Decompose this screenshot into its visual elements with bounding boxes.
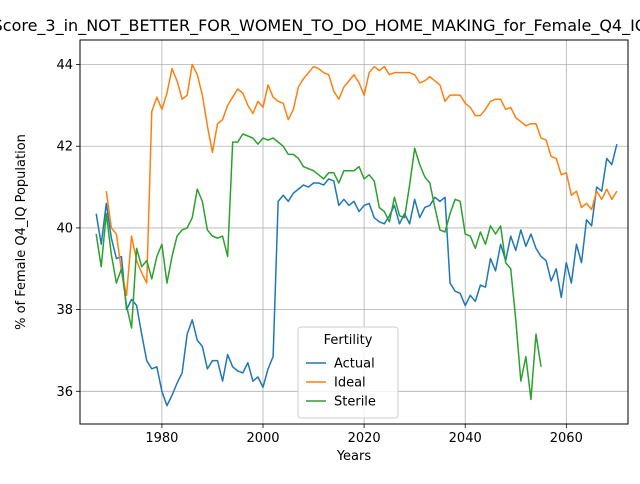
legend-label-ideal: Ideal: [334, 376, 366, 391]
plot-frame: [79, 39, 629, 425]
y-tick-label: 36: [56, 385, 73, 400]
legend-label-sterile: Sterile: [334, 395, 376, 410]
legend-box: [297, 326, 399, 419]
x-axis: 1980 2000 2020 2040 2060: [145, 424, 583, 446]
chart-title: Score_3_in_NOT_BETTER_FOR_WOMEN_TO_DO_HO…: [0, 16, 640, 36]
y-tick-label: 42: [56, 140, 73, 155]
y-axis-label: % of Female Q4_IQ Population: [14, 134, 29, 330]
x-tick-label: 2020: [348, 431, 381, 446]
y-tick-label: 44: [56, 58, 73, 73]
series-line-sterile: [95, 133, 542, 401]
x-tick-label: 2000: [246, 431, 279, 446]
series-lines: [95, 63, 618, 407]
series-line-actual: [95, 143, 618, 407]
series-line-ideal: [105, 63, 618, 297]
x-tick-label: 2040: [449, 431, 482, 446]
y-tick-label: 40: [56, 221, 73, 236]
legend: Fertility Actual Ideal Sterile: [297, 326, 399, 419]
x-tick-label: 1980: [145, 431, 178, 446]
x-axis-label: Years: [336, 449, 372, 464]
legend-label-actual: Actual: [334, 357, 375, 372]
y-axis: 36 38 40 42 44: [56, 58, 80, 400]
legend-items: Actual Ideal Sterile: [306, 357, 376, 410]
y-tick-label: 38: [56, 303, 73, 318]
legend-title: Fertility: [324, 333, 373, 348]
x-tick-label: 2060: [550, 431, 583, 446]
